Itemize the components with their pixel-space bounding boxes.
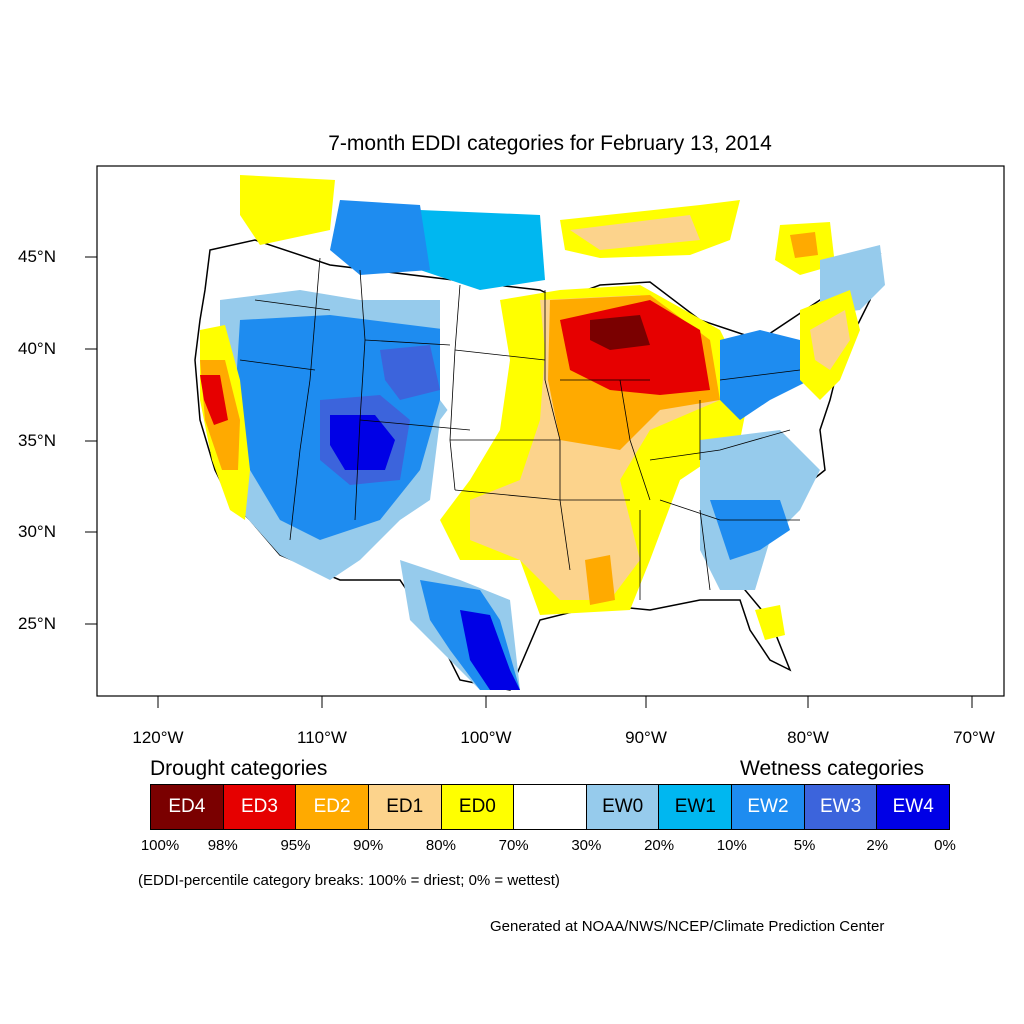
map-title: 7-month EDDI categories for February 13,…: [328, 132, 772, 155]
legend-cell-ew1: EW1: [659, 785, 733, 829]
percent-label: 30%: [571, 837, 602, 854]
canada-orange-east: [570, 215, 700, 250]
la-ed2: [585, 555, 615, 605]
lon-label-70: 70°W: [953, 728, 995, 747]
canada-blue2: [330, 200, 430, 275]
central-ed4: [590, 315, 650, 350]
category-note: (EDDI-percentile category breaks: 100% =…: [138, 872, 560, 889]
legend-cell-ew2: EW2: [732, 785, 805, 829]
percent-label: 5%: [793, 837, 816, 854]
legend-cell-ed2: ED2: [296, 785, 369, 829]
legend-cell-ed0: ED0: [441, 785, 515, 829]
wetness-heading: Wetness categories: [740, 757, 925, 780]
legend-cell-ew4: EW4: [877, 785, 950, 829]
ca-red: [200, 375, 228, 425]
lat-label-40: 40°N: [18, 339, 56, 358]
percent-label: 100%: [140, 837, 180, 854]
east-blue: [720, 330, 810, 420]
ne-ed1: [810, 310, 850, 370]
lat-label-25: 25°N: [18, 614, 56, 633]
legend-cell-ed3: ED3: [223, 785, 297, 829]
legend-cell-ed1: ED1: [368, 785, 442, 829]
quebec-orange: [790, 232, 818, 258]
percent-label: 0%: [934, 837, 956, 854]
lat-label-45: 45°N: [18, 247, 56, 266]
percent-label: 10%: [716, 837, 747, 854]
legend-colorbar: ED4 ED3 ED2 ED1 ED0 EW0 EW1 EW2 EW3 EW4: [150, 784, 950, 830]
drought-heading: Drought categories: [150, 757, 328, 780]
lon-label-120: 120°W: [132, 728, 184, 747]
credit-line: Generated at NOAA/NWS/NCEP/Climate Predi…: [490, 918, 885, 935]
texas-ew4: [460, 610, 520, 690]
map-frame: [96, 165, 1005, 697]
legend-cell-ew3: EW3: [804, 785, 878, 829]
percent-label: 98%: [207, 837, 238, 854]
florida-yellow: [755, 605, 785, 640]
lat-label-35: 35°N: [18, 431, 56, 450]
percent-label: 95%: [280, 837, 311, 854]
percent-label: 20%: [644, 837, 675, 854]
lon-label-90: 90°W: [625, 728, 667, 747]
state-boundaries: [239, 257, 801, 600]
canada-yellow: [240, 175, 335, 245]
percent-label: 90%: [353, 837, 384, 854]
rockies-ew4: [330, 415, 395, 470]
lon-label-100: 100°W: [460, 728, 512, 747]
lat-label-30: 30°N: [18, 522, 56, 541]
percent-label: 2%: [866, 837, 889, 854]
legend-cell-neutral: [514, 785, 587, 829]
legend-cell-ed4: ED4: [151, 785, 224, 829]
lon-label-80: 80°W: [787, 728, 829, 747]
legend-cell-ew0: EW0: [586, 785, 660, 829]
percent-label: 70%: [498, 837, 529, 854]
se-blue2: [710, 500, 790, 560]
percent-label: 80%: [425, 837, 456, 854]
lon-label-110: 110°W: [297, 728, 347, 747]
canada-blue: [420, 210, 545, 290]
wyoming-ew3: [380, 345, 440, 400]
